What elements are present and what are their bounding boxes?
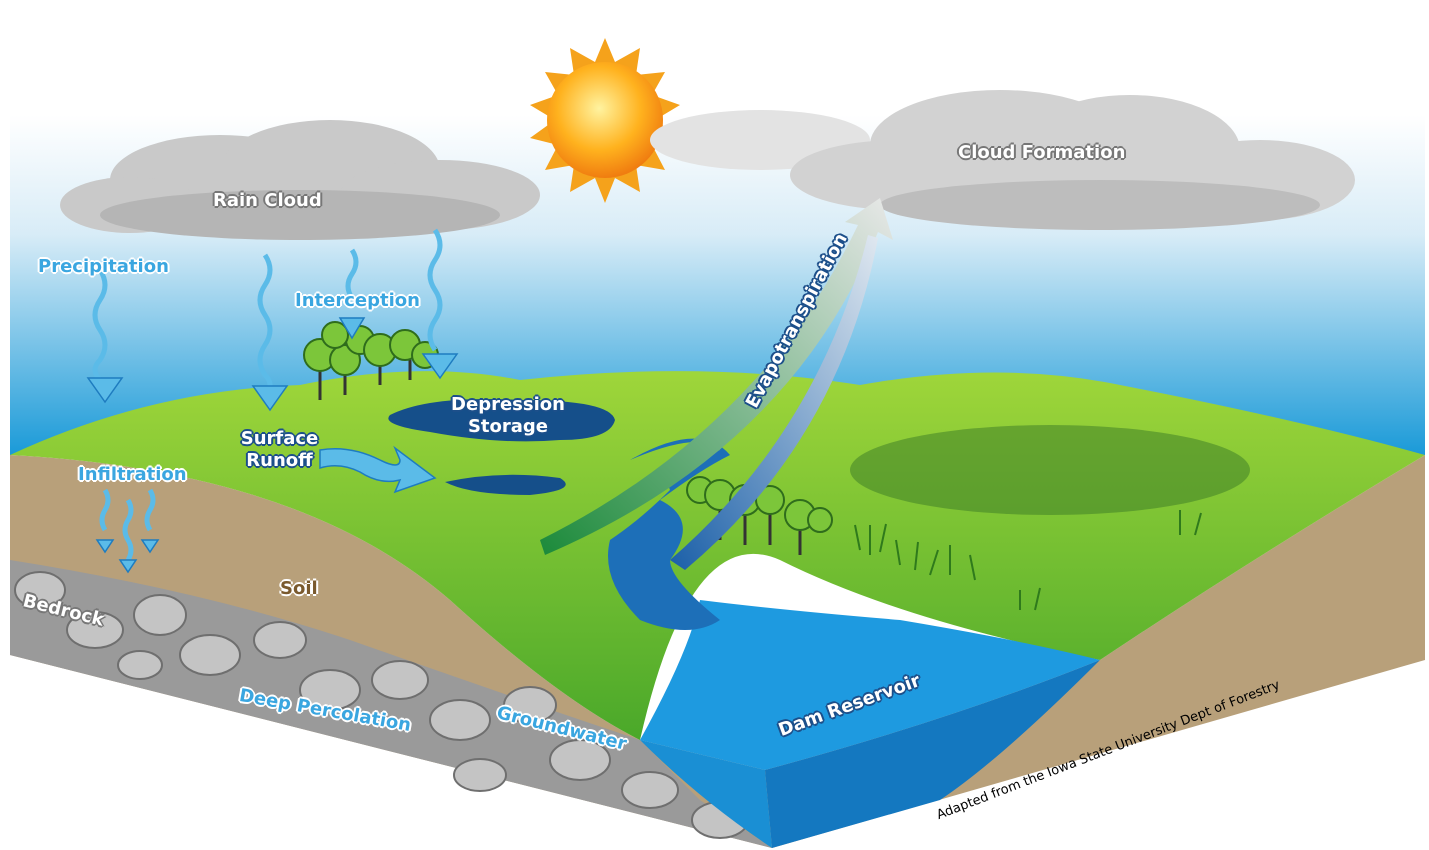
label: Surface Runoff <box>240 428 319 471</box>
rocks <box>14 571 749 839</box>
rain-cloud <box>60 120 540 240</box>
label: Depression Storage <box>451 394 565 437</box>
dark-hill <box>850 425 1250 515</box>
depression-pond <box>388 399 615 442</box>
label: Precipitation <box>38 256 169 277</box>
runoff-pond <box>445 474 566 495</box>
reservoir-face-left <box>640 740 772 848</box>
rain-arrows <box>92 228 443 562</box>
label: Interception <box>295 290 420 311</box>
reservoir-surface <box>640 600 1100 770</box>
label: Infiltration <box>78 464 187 485</box>
trees <box>303 321 833 555</box>
reservoir-face-right <box>765 660 1100 848</box>
label: Soil <box>280 578 318 599</box>
evapotranspiration-arrow-green <box>540 198 893 555</box>
cloud-formation <box>650 90 1355 230</box>
label: Cloud Formation <box>958 142 1126 163</box>
grass-tufts <box>854 510 1202 611</box>
label: Rain Cloud <box>213 190 322 211</box>
runoff-arrow <box>319 445 437 494</box>
sun <box>530 38 680 203</box>
river <box>608 438 730 630</box>
rain-arrowheads <box>86 317 459 574</box>
